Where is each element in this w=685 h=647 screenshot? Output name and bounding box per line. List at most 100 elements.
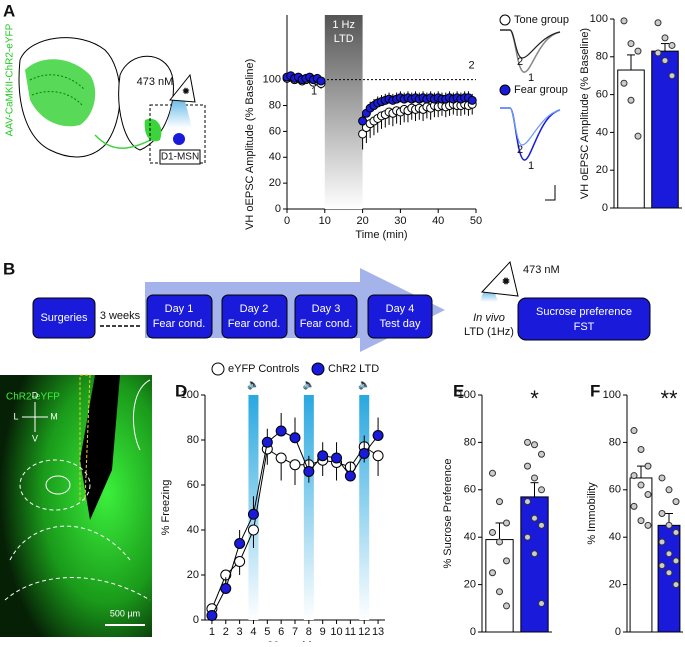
data-point xyxy=(661,57,669,65)
compass-label: D xyxy=(32,390,39,400)
x-tick-label: 12 xyxy=(358,626,370,638)
y-tick-label: 100 xyxy=(590,13,608,25)
y-tick-label: 60 xyxy=(464,484,476,496)
laser-label: 473 nM xyxy=(523,264,560,276)
step-label: Sucrose preference xyxy=(536,306,632,318)
x-tick-label: 1 xyxy=(209,626,215,638)
data-point xyxy=(531,474,538,482)
data-point xyxy=(644,521,652,529)
compass-label: L xyxy=(13,411,18,421)
speaker-icon: 🔈 xyxy=(358,380,370,391)
step-label: Day 4 xyxy=(386,303,415,315)
gap-label: 3 weeks xyxy=(100,310,141,322)
y-tick-label: 60 xyxy=(609,484,621,496)
brain-schematic: ✹ xyxy=(18,37,206,164)
y-axis-label: % Immobility xyxy=(586,482,598,545)
data-point xyxy=(538,600,545,608)
data-point xyxy=(289,432,301,444)
x-tick-label: 3 xyxy=(237,626,243,638)
data-point xyxy=(524,498,531,506)
scale-label: 500 µm xyxy=(110,608,140,618)
epoch-label: 1 xyxy=(311,86,317,98)
y-tick-label: 60 xyxy=(596,89,608,101)
data-point xyxy=(234,538,246,549)
y-tick-label: 40 xyxy=(269,151,281,163)
data-point xyxy=(665,569,673,577)
y-axis-label: % Sucrose Preference xyxy=(442,458,454,568)
trace-label: 2 xyxy=(517,56,523,68)
significance: * xyxy=(530,386,539,411)
x-tick-label: 20 xyxy=(356,215,368,227)
data-point xyxy=(627,40,635,48)
y-tick-label: 20 xyxy=(609,579,621,591)
x-tick-label: 40 xyxy=(432,215,444,227)
x-tick-label: 9 xyxy=(320,626,326,638)
data-point xyxy=(275,425,287,437)
data-point xyxy=(316,76,326,86)
y-tick-label: 20 xyxy=(269,177,281,189)
step-label: FST xyxy=(574,321,595,333)
x-tick-label: 0 xyxy=(284,215,290,227)
step-label: Day 3 xyxy=(312,303,341,315)
data-point xyxy=(206,610,218,621)
y-tick-label: 100 xyxy=(181,389,199,401)
data-point xyxy=(637,481,645,489)
data-point xyxy=(661,34,669,42)
histology-label: ChR2-eYFP xyxy=(6,392,60,403)
data-point xyxy=(489,469,496,477)
step-label: Fear cond. xyxy=(228,318,281,330)
data-point xyxy=(620,79,628,87)
data-point xyxy=(538,486,545,494)
data-point xyxy=(358,448,370,459)
data-point xyxy=(658,538,666,546)
data-point xyxy=(358,116,368,126)
y-tick-label: 0 xyxy=(602,202,608,214)
data-point xyxy=(496,588,503,596)
panel-label: D xyxy=(175,381,187,400)
data-point xyxy=(303,466,315,477)
data-point xyxy=(317,450,329,462)
data-point xyxy=(275,452,287,464)
svg-text:✹: ✹ xyxy=(501,276,510,288)
step-label: Day 2 xyxy=(240,303,269,315)
step-label: Fear cond. xyxy=(300,318,353,330)
data-point xyxy=(503,602,510,610)
x-tick-label: 10 xyxy=(330,626,342,638)
timeline: ✹ xyxy=(32,260,651,352)
data-point xyxy=(344,470,356,482)
data-point xyxy=(524,533,531,541)
cell-box xyxy=(159,149,201,165)
data-point xyxy=(496,538,503,546)
data-point xyxy=(247,524,259,536)
data-point xyxy=(289,459,301,471)
data-point xyxy=(658,510,666,517)
data-point xyxy=(630,427,638,435)
data-point xyxy=(654,19,662,27)
data-point xyxy=(524,438,531,446)
significance: ** xyxy=(660,386,678,411)
light-bin xyxy=(303,395,314,620)
data-point xyxy=(524,462,531,470)
laser-label: 473 nM xyxy=(137,76,174,88)
data-point xyxy=(637,446,645,454)
data-point xyxy=(672,557,680,565)
y-tick-label: 40 xyxy=(609,531,621,543)
y-axis-label: VH oEPSC Amplitude (% Baseline) xyxy=(244,59,256,230)
data-point xyxy=(644,462,652,470)
speaker-icon: 🔈 xyxy=(303,380,315,391)
x-tick-label: 13 xyxy=(372,626,384,638)
x-axis-label: Time (min) xyxy=(355,229,407,241)
data-point xyxy=(634,132,642,140)
y-tick-label: 60 xyxy=(187,479,199,491)
trace-label: 1 xyxy=(528,72,534,84)
data-point xyxy=(220,583,232,594)
data-point xyxy=(538,521,545,529)
data-point xyxy=(672,528,680,536)
bar xyxy=(617,69,645,209)
bar xyxy=(629,477,653,633)
compass-label: V xyxy=(32,433,38,443)
data-point xyxy=(668,72,676,80)
panel-label: E xyxy=(453,381,464,400)
trace-label: 2 xyxy=(517,144,523,156)
legend-label: Tone group xyxy=(514,14,569,26)
